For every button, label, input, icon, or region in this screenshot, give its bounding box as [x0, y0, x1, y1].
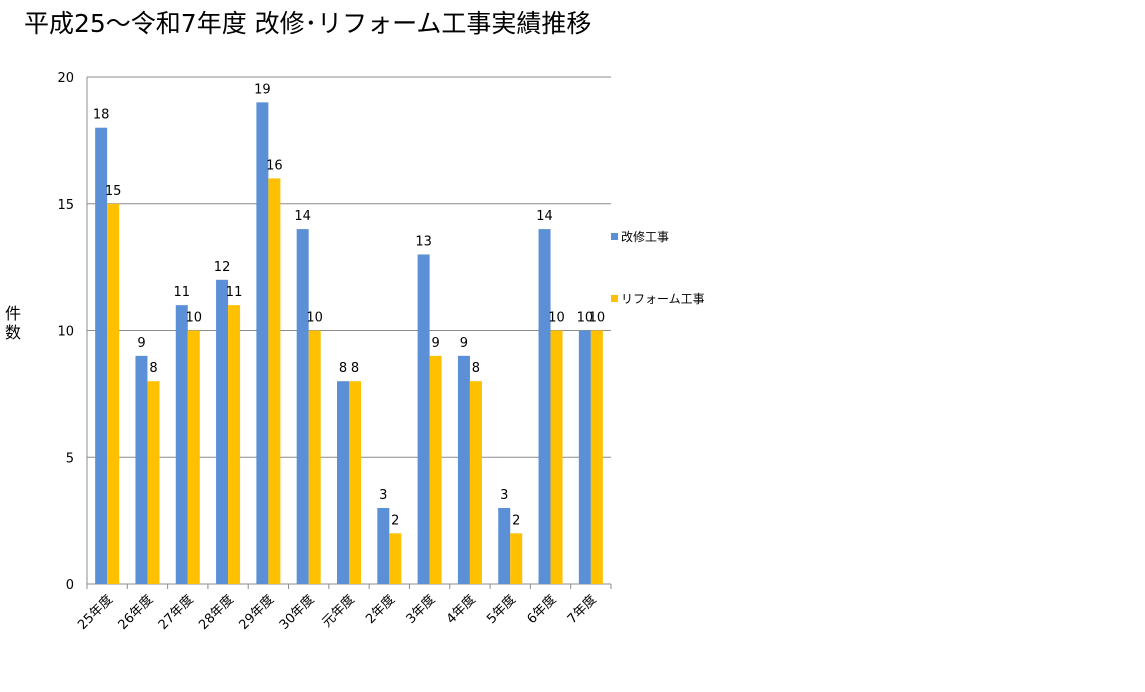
x-tick-label: 28年度	[196, 592, 237, 633]
x-tick-label: 5年度	[484, 592, 520, 628]
x-tick-label: 26年度	[115, 592, 156, 633]
bar	[175, 305, 188, 584]
data-label: 13	[415, 234, 432, 249]
data-label: 11	[226, 285, 243, 300]
x-tick-label: 30年度	[276, 592, 317, 633]
data-label: 10	[548, 311, 565, 326]
data-label: 9	[137, 336, 145, 351]
chart-title: 平成25〜令和7年度 改修･リフォーム工事実績推移	[24, 9, 592, 38]
data-label: 18	[93, 108, 110, 123]
data-label: 10	[577, 311, 594, 326]
data-label: 8	[472, 361, 480, 376]
legend-item-kaishu: 改修工事	[611, 228, 751, 245]
x-tick-label: 元年度	[319, 592, 358, 631]
y-axis-label: 件数	[4, 304, 21, 342]
bar	[590, 330, 603, 584]
data-label: 2	[391, 513, 399, 528]
bar	[429, 355, 442, 584]
data-label: 15	[105, 184, 122, 199]
bar	[417, 254, 430, 584]
legend-label: リフォーム工事	[621, 292, 705, 306]
bar	[510, 533, 523, 584]
data-label: 12	[214, 260, 231, 275]
bar	[95, 127, 108, 584]
data-label: 10	[589, 311, 606, 326]
x-tick-label: 7年度	[564, 592, 600, 628]
bar	[135, 355, 148, 584]
bar	[457, 355, 470, 584]
bar	[147, 381, 160, 584]
data-label: 9	[460, 336, 468, 351]
bar	[216, 279, 229, 584]
bar	[296, 229, 309, 584]
y-tick-label: 10	[57, 325, 74, 340]
data-label: 8	[351, 361, 359, 376]
bar	[550, 330, 563, 584]
x-tick-label: 4年度	[443, 592, 479, 628]
y-tick-label: 0	[66, 578, 74, 593]
bar	[349, 381, 361, 584]
data-label: 9	[431, 336, 439, 351]
data-label: 3	[379, 488, 387, 503]
bar	[469, 381, 482, 584]
data-label: 2	[512, 513, 520, 528]
legend-swatch	[611, 295, 618, 302]
legend-swatch	[611, 233, 618, 240]
bar	[308, 330, 321, 584]
data-label: 8	[149, 361, 157, 376]
data-label: 3	[500, 488, 508, 503]
y-tick-label: 15	[57, 198, 74, 213]
bar	[337, 381, 349, 584]
data-label: 10	[185, 311, 202, 326]
bar	[498, 507, 511, 584]
data-label: 10	[306, 311, 323, 326]
bar	[256, 102, 269, 584]
data-label: 14	[536, 209, 553, 224]
y-tick-label: 20	[57, 71, 74, 86]
data-label: 8	[339, 361, 347, 376]
bar	[389, 533, 402, 584]
bar	[228, 305, 241, 584]
bar	[268, 178, 281, 584]
x-tick-label: 27年度	[155, 592, 196, 633]
x-tick-label: 3年度	[403, 592, 439, 628]
data-label: 11	[173, 285, 190, 300]
legend-label: 改修工事	[621, 230, 670, 244]
legend-item-reform: リフォーム工事	[611, 290, 751, 307]
bar	[187, 330, 200, 584]
x-tick-label: 2年度	[363, 592, 399, 628]
x-tick-label: 6年度	[524, 592, 560, 628]
bar	[107, 203, 120, 584]
bar	[377, 507, 390, 584]
data-label: 16	[266, 158, 283, 173]
bar	[538, 229, 551, 584]
x-tick-label: 29年度	[236, 592, 277, 633]
x-tick-label: 25年度	[75, 592, 116, 633]
data-label: 14	[294, 209, 311, 224]
bar	[578, 330, 591, 584]
y-tick-label: 5	[66, 451, 74, 466]
data-label: 19	[254, 82, 271, 97]
